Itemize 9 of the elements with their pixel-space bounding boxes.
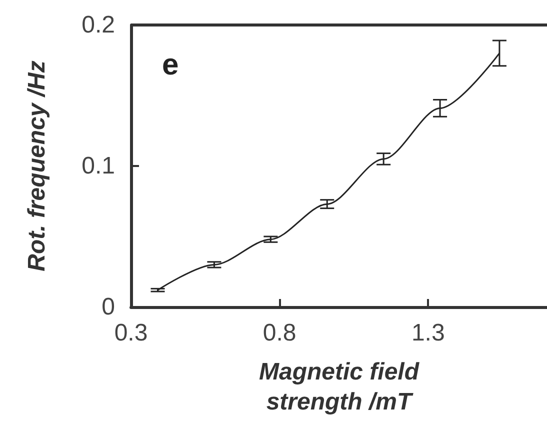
y-tick-label: 0.1 [82,152,115,180]
x-axis-title: Magnetic field strength /mT [258,358,420,416]
x-tick-label: 0.8 [262,320,296,346]
y-tick-label: 0 [102,294,115,320]
y-axis-title: Rot. frequency /Hz [24,60,50,272]
annotation: e [162,48,179,82]
x-tick-label: 1.3 [411,320,445,346]
y-tick-label: 0.2 [82,12,115,38]
x-tick-label: 0.3 [114,320,148,346]
